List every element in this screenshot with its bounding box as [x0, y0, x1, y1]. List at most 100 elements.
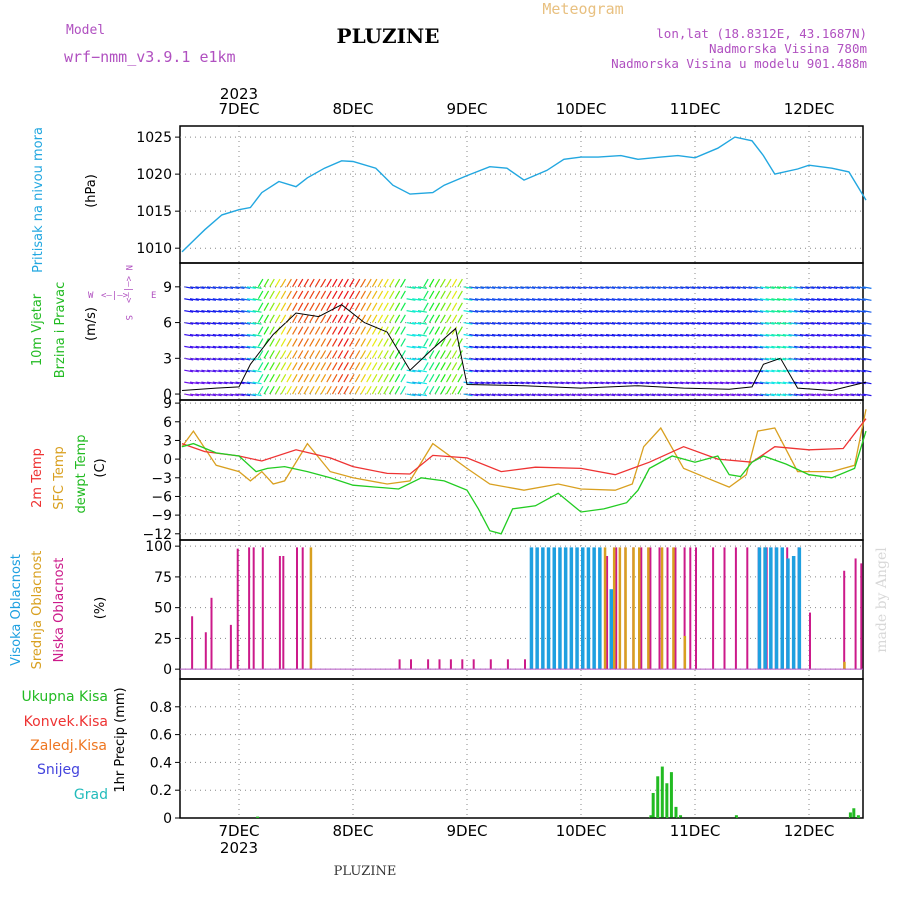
wind-arrow [412, 345, 422, 349]
wind-arrow [257, 290, 264, 300]
wind-arrow [252, 286, 262, 289]
wind-arrow [457, 302, 463, 311]
wind-arrow [229, 393, 239, 397]
wind-arrow [486, 321, 496, 325]
wind-arrow [862, 333, 872, 337]
wind-arrow [651, 298, 661, 301]
precip-tick-label: 0.4 [150, 755, 172, 771]
wind-arrow [537, 369, 547, 373]
temperature-tick-label: −6 [151, 489, 172, 505]
wind-arrow [811, 357, 821, 361]
wind-arrow [816, 345, 826, 349]
wind-arrow [360, 338, 366, 347]
wind-arrow [776, 369, 787, 373]
wind-arrow [856, 369, 866, 373]
wind-arrow [206, 357, 217, 361]
wind-arrow [274, 278, 281, 288]
wind-arrow [560, 286, 570, 289]
wind-arrow [451, 350, 458, 359]
wind-arrow [326, 338, 332, 347]
wind-arrow [771, 345, 781, 349]
wind-arrow [257, 350, 264, 359]
wind-arrow [725, 321, 735, 325]
wind-arrow [246, 381, 256, 385]
wind-arrow [241, 333, 251, 337]
wind-arrow [201, 310, 211, 313]
precip-bar [856, 815, 860, 818]
wind-arrow [719, 286, 730, 289]
wind-arrow [754, 381, 764, 385]
wind-arrow [457, 314, 463, 323]
wind-arrow [645, 381, 655, 385]
wind-arrow [286, 290, 292, 300]
wind-arrow [691, 381, 701, 385]
wind-arrow [434, 290, 441, 300]
cloud-bar [843, 570, 846, 670]
wind-arrow [811, 369, 821, 373]
wind-arrow [189, 369, 199, 373]
wind-arrow [851, 286, 861, 289]
cloud-bar [546, 547, 551, 670]
wind-arrow [189, 310, 199, 313]
wind-arrow [600, 333, 610, 337]
wind-arrow [680, 321, 690, 325]
wind-arrow [503, 369, 513, 373]
wind-arrow [719, 381, 730, 385]
wind-arrow [184, 333, 194, 337]
date-tick-bottom: 12DEC [784, 822, 835, 840]
wind-arrow [388, 362, 395, 371]
cloud-bar [809, 612, 811, 670]
wind-arrow [269, 350, 275, 359]
wind-arrow [309, 326, 315, 335]
wind-arrow [509, 345, 519, 349]
wind-arrow [417, 286, 427, 289]
model-label: Model [66, 23, 105, 38]
wind-arrow [685, 381, 695, 385]
wind-arrow [218, 286, 228, 289]
wind-arrow [331, 385, 338, 395]
wind-arrow [634, 286, 644, 289]
wind-arrow-field [184, 278, 872, 397]
wind-arrow [377, 338, 384, 347]
wind-arrow [583, 357, 593, 361]
wind-arrow [224, 333, 234, 337]
wind-arrow [212, 298, 222, 301]
wind-arrow [280, 326, 287, 335]
wind-arrow [697, 298, 707, 301]
wind-arrow [412, 286, 422, 289]
wind-arrow [828, 310, 838, 313]
wind-arrow [776, 310, 787, 313]
wind-arrow [822, 381, 832, 385]
wind-arrow [440, 278, 446, 288]
temperature-tick-label: −9 [151, 508, 172, 524]
cloud-bar [603, 547, 607, 670]
wind-arrow [354, 385, 361, 395]
wind-arrow [246, 298, 256, 301]
wind-arrow [497, 369, 507, 373]
wind-arrow [680, 393, 690, 397]
wind-arrow [548, 298, 559, 301]
wind-arrow [286, 278, 292, 288]
wind-tick-label: 9 [163, 280, 172, 296]
wind-arrow [611, 345, 621, 349]
wind-arrow [486, 345, 496, 349]
wind-arrow [349, 362, 355, 371]
wind-arrow [314, 374, 321, 383]
wind-arrow [566, 345, 576, 349]
wind-arrow [799, 345, 809, 349]
wind-arrow [252, 357, 262, 361]
wind-arrow [412, 381, 422, 385]
wind-arrow [406, 357, 416, 361]
wind-arrow [685, 298, 695, 301]
wind-arrow [680, 333, 690, 337]
cloud-bar [734, 547, 737, 670]
wind-arrow [799, 298, 809, 301]
wind-arrow [303, 374, 309, 383]
wind-arrow [274, 385, 281, 395]
cloud-bar [609, 589, 613, 670]
wind-arrow [634, 369, 644, 373]
wind-arrow [195, 333, 205, 337]
wind-arrow [509, 333, 519, 337]
wind-arrow [537, 298, 547, 301]
